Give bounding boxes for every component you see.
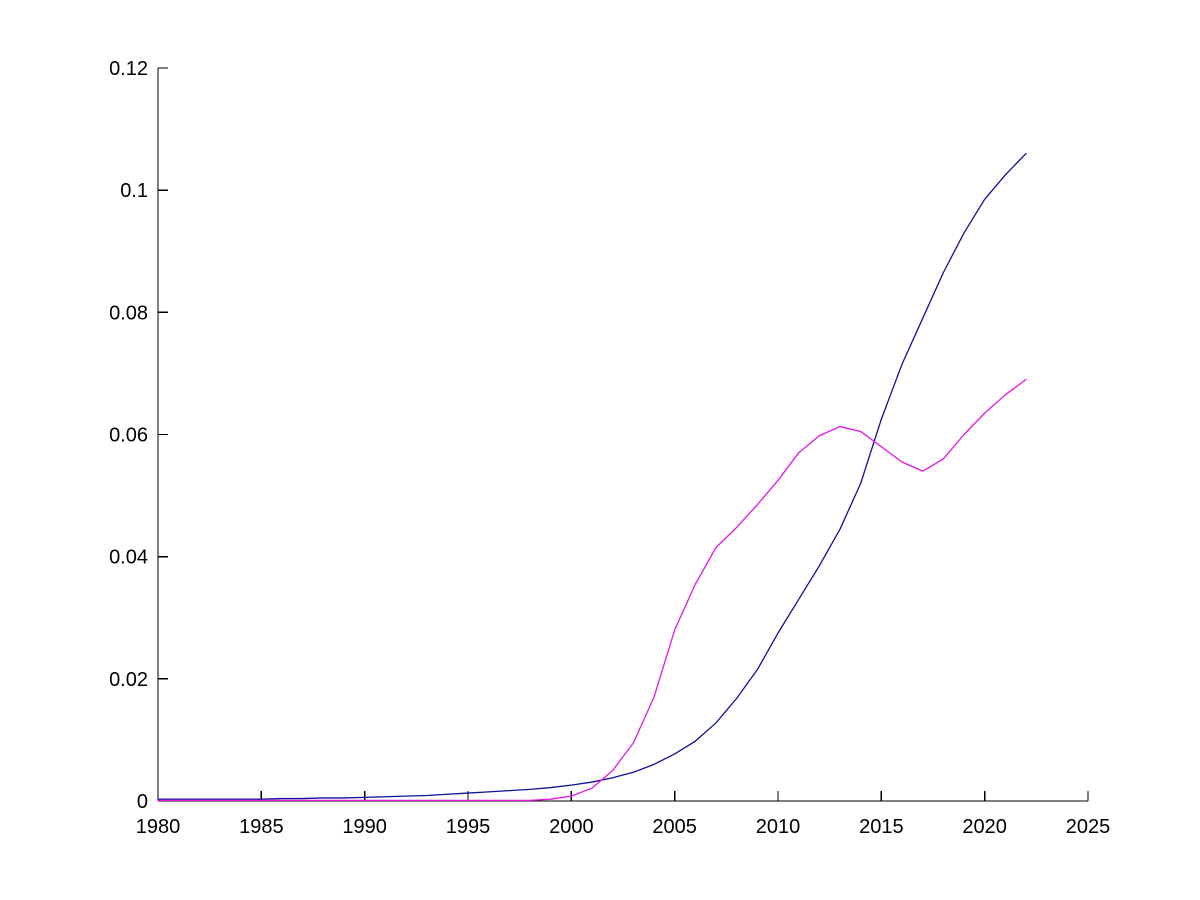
y-tick-label: 0.08: [109, 302, 148, 324]
series-magenta-line: [157, 378, 1027, 802]
x-tick-label: 2000: [549, 816, 594, 838]
x-tick-label: 2025: [1066, 816, 1111, 838]
y-tick-label: 0.04: [109, 547, 148, 569]
series-dark-blue-line: [157, 152, 1027, 800]
x-tick-label: 2015: [859, 816, 904, 838]
y-tick-label: 0.12: [109, 58, 148, 80]
y-tick-label: 0: [137, 791, 148, 813]
tick-label-layer: 1980 1985 1990 1995 2000 2005 2010 2015 2020 2025…: [109, 58, 1110, 838]
x-tick-label: 1995: [446, 816, 491, 838]
axes-layer: [157, 67, 1089, 802]
y-tick-label: 0.1: [120, 180, 148, 202]
x-tick-label: 2010: [756, 816, 801, 838]
y-tick-label: 0.02: [109, 669, 148, 691]
y-tick-label: 0.06: [109, 425, 148, 447]
x-tick-label: 1985: [239, 816, 284, 838]
x-tick-label: 2020: [962, 816, 1007, 838]
x-tick-label: 2005: [652, 816, 697, 838]
x-tick-label: 1990: [342, 816, 387, 838]
x-tick-label: 1980: [136, 816, 181, 838]
series-layer: [157, 152, 1027, 802]
